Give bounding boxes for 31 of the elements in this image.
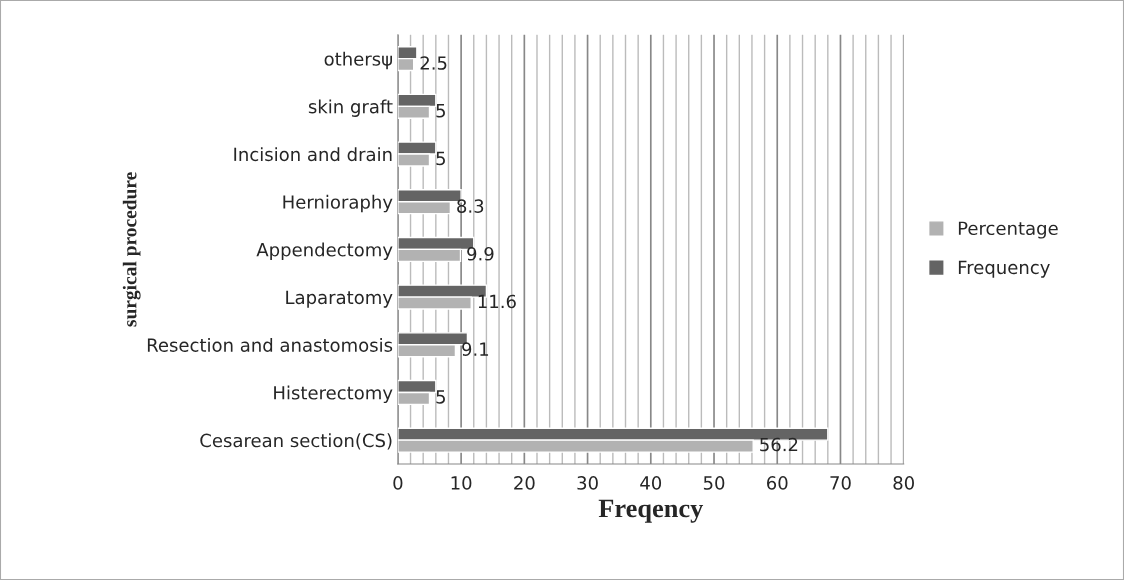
- data-label: 5: [436, 390, 445, 404]
- x-tick-label: 80: [893, 476, 914, 490]
- y-tick-label: Appendectomy: [256, 242, 393, 261]
- y-tick-label: Histerectomy: [274, 385, 393, 404]
- y-axis-title: surgical procedure: [122, 172, 141, 327]
- y-tick-label: Cesarean section(CS): [200, 433, 392, 450]
- x-tick-label: 70: [830, 476, 851, 490]
- legend-label: Frequency: [958, 260, 1050, 278]
- y-tick-label: Resection and anastomosis: [147, 337, 393, 352]
- y-tick-label: Incision and drain: [234, 147, 392, 162]
- data-label: 9.1: [462, 342, 489, 356]
- data-label: 56.2: [760, 437, 798, 452]
- data-label: 5: [436, 151, 445, 166]
- y-tick-label: skin graft: [308, 99, 393, 117]
- x-tick-label: 0: [393, 476, 403, 490]
- data-label: 8.3: [457, 199, 484, 213]
- x-tick-label: 20: [514, 476, 535, 490]
- x-tick-label: 30: [577, 476, 598, 490]
- y-tick-label: Laparatomy: [286, 290, 393, 308]
- x-tick-label: 50: [703, 476, 725, 490]
- x-tick-label: 40: [640, 476, 662, 490]
- data-label: 5: [436, 104, 445, 118]
- x-tick-label: 60: [767, 476, 788, 490]
- x-axis-title: Freqency: [598, 499, 704, 523]
- data-label: 9.9: [467, 246, 494, 261]
- y-tick-label: othersψ: [324, 51, 392, 70]
- data-label: 2.5: [420, 56, 447, 70]
- legend-label: Percentage: [958, 221, 1058, 239]
- y-tick-label: Hernioraphy: [283, 194, 393, 213]
- data-label: 11.6: [478, 294, 516, 309]
- x-tick-label: 10: [451, 476, 472, 490]
